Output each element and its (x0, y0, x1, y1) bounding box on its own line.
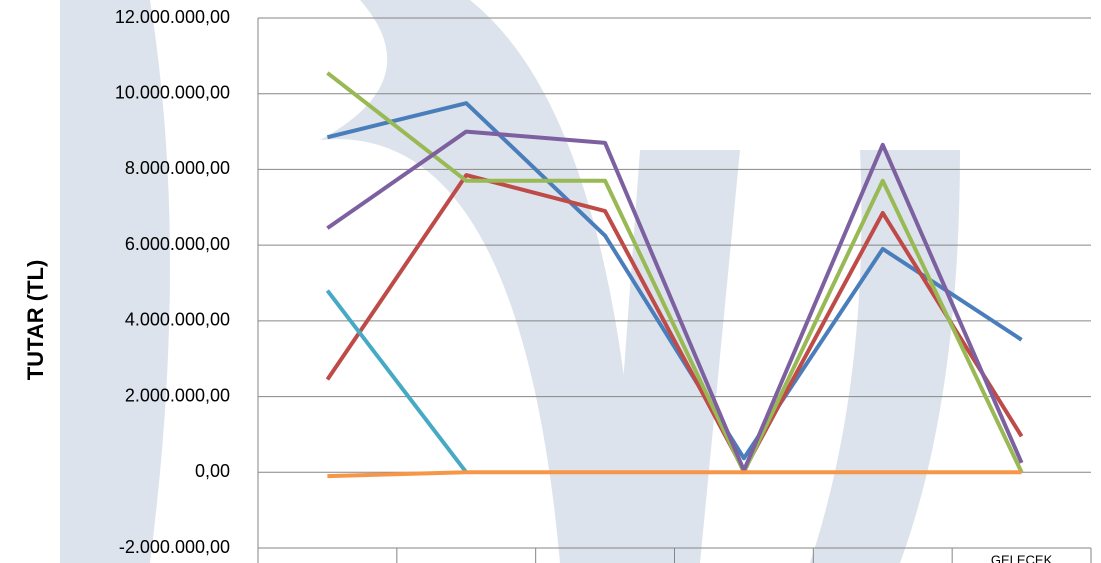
y-tick-label: 4.000.000,00 (125, 310, 230, 330)
x-tick-label: GELECEK (991, 552, 1053, 563)
y-tick-label: 0,00 (195, 461, 230, 481)
y-tick-label: 2.000.000,00 (125, 385, 230, 405)
series-line (326, 71, 1024, 475)
series-line (326, 129, 1024, 473)
series-line (325, 173, 1024, 473)
series-line (326, 101, 1023, 461)
y-tick-label: 6.000.000,00 (125, 234, 230, 254)
y-tick-label: 12.000.000,00 (115, 7, 230, 27)
y-tick-label: 10.000.000,00 (115, 82, 230, 102)
series-line (325, 289, 468, 474)
y-axis-label: TUTAR (TL) (23, 260, 48, 381)
y-tick-label: 8.000.000,00 (125, 158, 230, 178)
y-tick-label: -2.000.000,00 (119, 537, 230, 557)
series-line (327, 470, 1022, 479)
